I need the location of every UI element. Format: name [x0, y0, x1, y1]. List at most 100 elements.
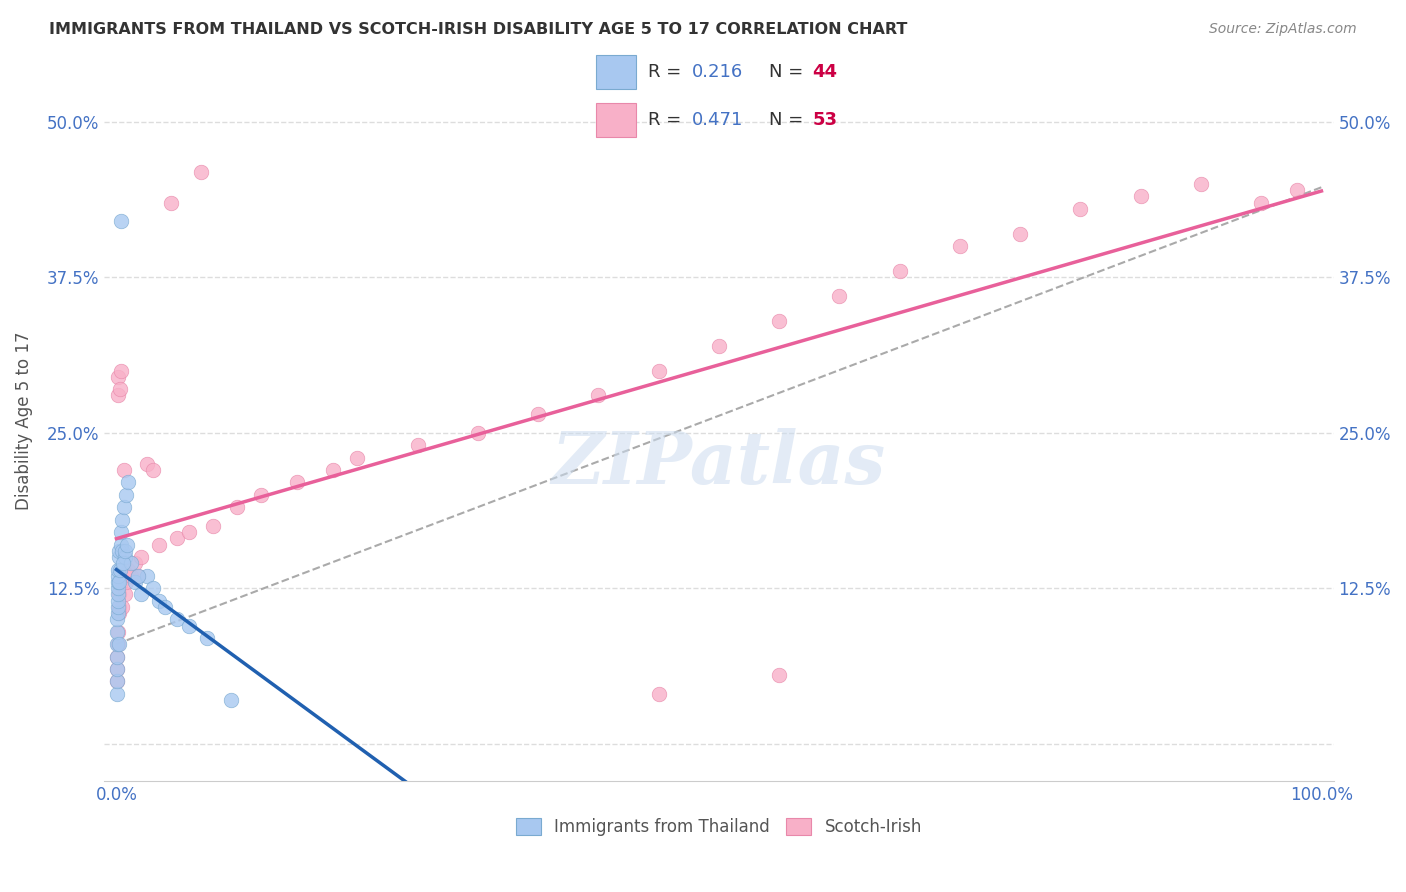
- Text: 0.216: 0.216: [692, 62, 742, 81]
- Point: [107, 562, 129, 576]
- Text: R =: R =: [648, 62, 688, 81]
- Point: [108, 550, 131, 565]
- Point: [105, 649, 128, 664]
- Point: [107, 637, 129, 651]
- Point: [1250, 195, 1272, 210]
- Point: [107, 599, 129, 614]
- Point: [1189, 177, 1212, 191]
- Point: [107, 369, 129, 384]
- Point: [177, 525, 200, 540]
- Point: [120, 568, 142, 582]
- Point: [110, 214, 132, 228]
- Point: [107, 574, 129, 589]
- Point: [949, 239, 972, 253]
- Point: [108, 574, 131, 589]
- Point: [107, 581, 129, 595]
- Point: [166, 612, 188, 626]
- Point: [111, 513, 134, 527]
- Point: [124, 574, 146, 589]
- Point: [105, 662, 128, 676]
- Point: [105, 674, 128, 689]
- Point: [135, 457, 157, 471]
- Point: [107, 587, 129, 601]
- Point: [117, 562, 139, 576]
- Point: [105, 612, 128, 626]
- Point: [107, 606, 129, 620]
- Point: [110, 538, 132, 552]
- Point: [105, 687, 128, 701]
- Point: [110, 525, 132, 540]
- Point: [105, 624, 128, 639]
- Text: N =: N =: [769, 111, 808, 129]
- Point: [107, 624, 129, 639]
- Point: [117, 475, 139, 490]
- Point: [112, 500, 135, 515]
- Point: [105, 662, 128, 676]
- Point: [105, 674, 128, 689]
- Text: IMMIGRANTS FROM THAILAND VS SCOTCH-IRISH DISABILITY AGE 5 TO 17 CORRELATION CHAR: IMMIGRANTS FROM THAILAND VS SCOTCH-IRISH…: [49, 22, 908, 37]
- Point: [110, 363, 132, 377]
- Point: [1010, 227, 1032, 241]
- Point: [768, 314, 790, 328]
- Point: [114, 544, 136, 558]
- Text: R =: R =: [648, 111, 688, 129]
- Point: [114, 550, 136, 565]
- Text: 0.471: 0.471: [692, 111, 744, 129]
- Point: [250, 488, 273, 502]
- Point: [124, 557, 146, 571]
- Point: [111, 544, 134, 558]
- Text: Source: ZipAtlas.com: Source: ZipAtlas.com: [1209, 22, 1357, 37]
- Point: [115, 488, 138, 502]
- Text: ZIPatlas: ZIPatlas: [553, 428, 886, 499]
- Point: [115, 574, 138, 589]
- Point: [111, 599, 134, 614]
- Point: [127, 568, 149, 582]
- Point: [828, 289, 851, 303]
- Point: [346, 450, 368, 465]
- Point: [148, 593, 170, 607]
- Point: [107, 568, 129, 582]
- Point: [406, 438, 429, 452]
- Point: [129, 550, 152, 565]
- Point: [142, 463, 165, 477]
- Text: N =: N =: [769, 62, 808, 81]
- Point: [166, 532, 188, 546]
- Point: [114, 587, 136, 601]
- Point: [117, 538, 139, 552]
- Bar: [596, 55, 636, 88]
- Point: [107, 599, 129, 614]
- Point: [219, 693, 242, 707]
- Point: [159, 195, 181, 210]
- Point: [322, 463, 344, 477]
- Point: [142, 581, 165, 595]
- Point: [285, 475, 308, 490]
- Point: [105, 637, 128, 651]
- Point: [195, 631, 218, 645]
- Point: [108, 382, 131, 396]
- Point: [226, 500, 249, 515]
- Point: [647, 687, 669, 701]
- Point: [110, 574, 132, 589]
- Point: [467, 425, 489, 440]
- Point: [889, 264, 911, 278]
- Point: [107, 388, 129, 402]
- Y-axis label: Disability Age 5 to 17: Disability Age 5 to 17: [15, 331, 32, 509]
- Point: [108, 606, 131, 620]
- Point: [1069, 202, 1091, 216]
- Text: 53: 53: [813, 111, 838, 129]
- Point: [129, 587, 152, 601]
- Point: [190, 164, 212, 178]
- Point: [527, 407, 550, 421]
- Point: [107, 637, 129, 651]
- Legend: Immigrants from Thailand, Scotch-Irish: Immigrants from Thailand, Scotch-Irish: [508, 810, 931, 845]
- Point: [108, 544, 131, 558]
- Point: [107, 593, 129, 607]
- Point: [108, 587, 131, 601]
- Point: [201, 519, 224, 533]
- Point: [112, 463, 135, 477]
- Point: [120, 557, 142, 571]
- Point: [177, 618, 200, 632]
- Point: [108, 562, 131, 576]
- Point: [148, 538, 170, 552]
- Point: [707, 339, 730, 353]
